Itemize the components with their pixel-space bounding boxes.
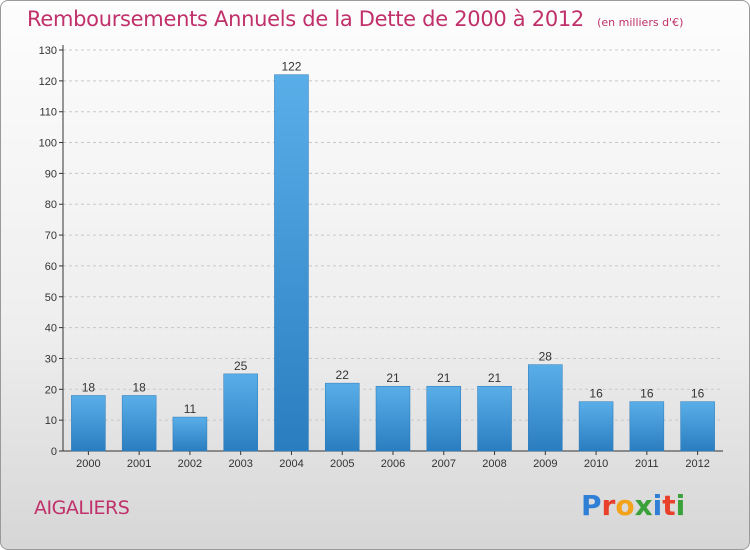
bar-2012	[680, 401, 715, 452]
data-label-2012: 16	[691, 387, 705, 401]
data-label-2008: 21	[488, 371, 502, 385]
y-tick-label: 60	[45, 261, 57, 273]
logo-letter: i	[675, 489, 686, 522]
bar-2011	[629, 401, 665, 452]
y-tick-label: 0	[51, 446, 57, 458]
data-labels: 18 18 11 25 122 22 21 21 21 28 16 16 16	[82, 60, 705, 416]
x-tick-label-2004: 2004	[279, 458, 303, 470]
y-tick-label: 50	[45, 292, 57, 304]
location-label: AIGALIERS	[34, 497, 130, 519]
data-label-2009: 28	[539, 350, 553, 364]
data-label-2011: 16	[640, 387, 654, 401]
bar-2004	[274, 74, 309, 452]
bars	[71, 74, 715, 452]
data-label-2010: 16	[589, 387, 603, 401]
data-label-2002: 11	[184, 402, 197, 416]
y-tick-label: 70	[45, 230, 57, 242]
y-tick-label: 10	[45, 415, 57, 427]
bar-2002	[172, 416, 208, 452]
chart-title: Remboursements Annuels de la Dette de 20…	[27, 7, 584, 31]
chart-unit: (en milliers d'€)	[597, 16, 684, 29]
data-label-2001: 18	[132, 380, 146, 394]
logo-letter: t	[662, 489, 676, 522]
data-label-2007: 21	[437, 371, 451, 385]
proxiti-logo: Proxiti	[581, 489, 685, 522]
logo-letter: r	[601, 489, 616, 522]
logo-letter: i	[652, 489, 663, 522]
x-tick-label-2003: 2003	[228, 458, 252, 470]
y-tick-label: 130	[39, 45, 57, 57]
data-label-2006: 21	[386, 371, 400, 385]
logo-letter: o	[615, 489, 635, 522]
x-tick-label-2010: 2010	[584, 458, 608, 470]
x-tick-label-2005: 2005	[330, 458, 354, 470]
bar-2000	[71, 395, 106, 452]
grid-lines	[63, 49, 723, 421]
x-tick-label-2011: 2011	[635, 458, 659, 470]
y-tick-label: 80	[45, 199, 57, 211]
bar-2001	[121, 395, 157, 452]
y-tick-labels: 0 10 20 30 40 50 60 70 80 90 100 110 120 130	[39, 45, 57, 458]
logo-letter: x	[634, 489, 653, 522]
y-tick-label: 100	[39, 138, 57, 150]
data-label-2000: 18	[82, 380, 96, 394]
bar-2009	[528, 364, 563, 452]
x-tick-label-2008: 2008	[482, 458, 506, 470]
y-tick-label: 30	[45, 353, 57, 365]
bar-2010	[578, 401, 614, 452]
x-tick-label-2012: 2012	[685, 458, 709, 470]
x-tick-label-2009: 2009	[533, 458, 557, 470]
x-tick-label-2006: 2006	[381, 458, 405, 470]
logo-letter: P	[581, 489, 602, 522]
bar-2005	[324, 382, 360, 452]
data-label-2005: 22	[336, 368, 350, 382]
bar-2003	[223, 373, 258, 452]
title-row: Remboursements Annuels de la Dette de 20…	[27, 7, 683, 31]
bar-2008	[477, 385, 512, 452]
x-tick-label-2000: 2000	[76, 458, 100, 470]
y-tick-label: 110	[39, 107, 57, 119]
x-tick-label-2007: 2007	[432, 458, 456, 470]
y-tick-label: 90	[45, 168, 57, 180]
data-label-2003: 25	[234, 359, 248, 373]
x-tick-label-2002: 2002	[178, 458, 202, 470]
bar-2007	[426, 385, 462, 452]
x-tick-labels: 2000 2001 2002 2003 2004 2005 2006 2007 2008 2009…	[76, 458, 710, 470]
data-label-2004: 122	[281, 60, 301, 74]
bar-2006	[375, 385, 411, 452]
y-tick-label: 120	[39, 76, 57, 88]
y-tick-label: 40	[45, 323, 57, 335]
y-tick-label: 20	[45, 384, 57, 396]
x-tick-label-2001: 2001	[127, 458, 151, 470]
